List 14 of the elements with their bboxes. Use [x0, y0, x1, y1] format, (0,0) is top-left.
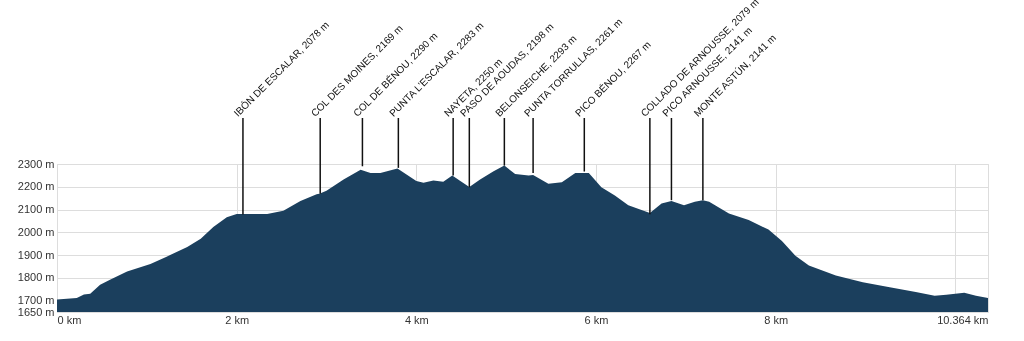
x-tick-label: 0 km: [57, 313, 82, 326]
y-tick-label: 1900 m: [17, 248, 55, 261]
y-tick-label: 1800 m: [17, 271, 55, 284]
y-tick-label: 1700 m: [17, 294, 55, 307]
y-tick-label: 2100 m: [17, 203, 55, 216]
y-tick-label: 2000 m: [17, 225, 55, 238]
x-tick-label: 4 km: [404, 313, 429, 326]
x-tick-label: 6 km: [584, 313, 609, 326]
y-tick-label: 1650 m: [17, 305, 55, 318]
y-tick-label: 2200 m: [17, 180, 55, 193]
x-tick-label: 2 km: [225, 313, 250, 326]
x-tick-label: 10.364 km: [937, 313, 989, 326]
y-tick-label: 2300 m: [17, 157, 55, 170]
x-tick-label: 8 km: [764, 313, 789, 326]
